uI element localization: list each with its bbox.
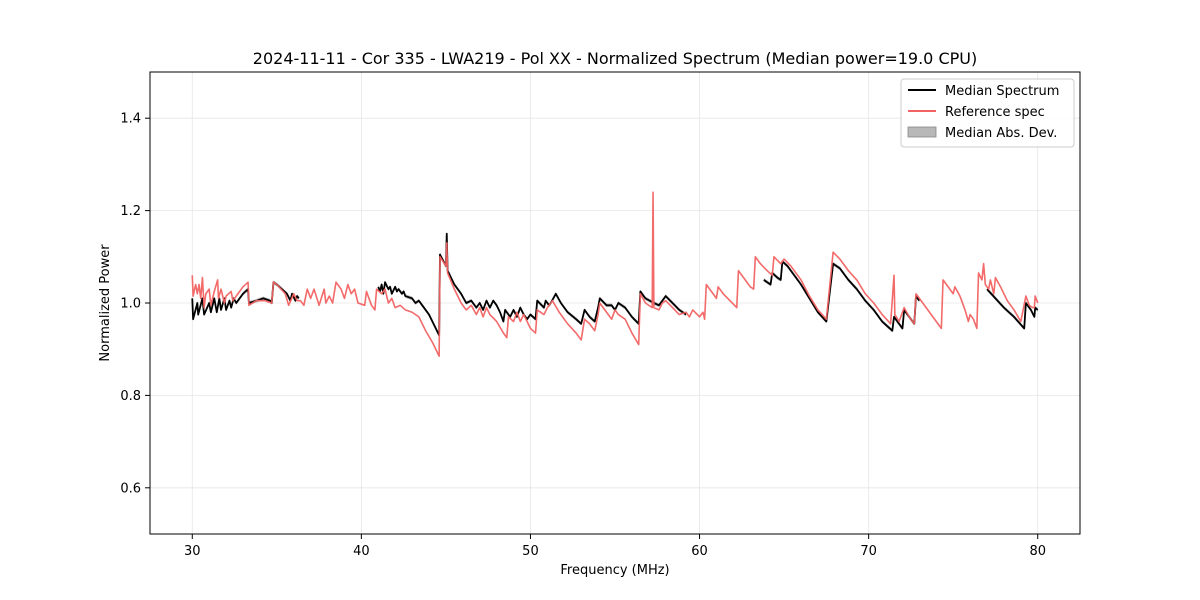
legend-mad-label: Median Abs. Dev. — [945, 126, 1057, 141]
x-tick-label: 60 — [691, 544, 708, 559]
x-tick-label: 40 — [353, 544, 370, 559]
median-spectrum-line — [986, 288, 1039, 330]
y-axis-ticks: 0.6 0.8 1.0 1.2 1.4 — [120, 112, 150, 496]
y-axis-label: Normalized Power — [98, 244, 113, 362]
median-spectrum-line — [377, 232, 687, 337]
legend-box — [900, 78, 1075, 148]
mad-band — [192, 231, 1038, 338]
x-axis-ticks: 30 40 50 60 70 80 — [184, 534, 1046, 559]
mad-band-segment — [192, 280, 299, 322]
reference-spectrum-line — [191, 191, 1039, 357]
x-tick-label: 30 — [184, 544, 201, 559]
x-tick-label: 80 — [1029, 544, 1046, 559]
series-lines — [191, 191, 1039, 357]
y-tick-label: 1.0 — [120, 297, 141, 312]
x-axis-label: Frequency (MHz) — [560, 563, 669, 578]
y-tick-label: 1.4 — [120, 112, 141, 127]
chart-title: 2024-11-11 - Cor 335 - LWA219 - Pol XX -… — [253, 49, 977, 68]
y-tick-label: 0.8 — [120, 389, 141, 404]
legend: Median Spectrum Reference spec Median Ab… — [900, 78, 1075, 148]
median-spectrum-line — [763, 260, 921, 332]
y-tick-label: 1.2 — [120, 204, 141, 219]
median-spectrum-line — [191, 281, 300, 321]
legend-reference-label: Reference spec — [945, 105, 1045, 120]
x-tick-label: 50 — [522, 544, 539, 559]
x-tick-label: 70 — [860, 544, 877, 559]
legend-median-label: Median Spectrum — [945, 84, 1059, 99]
y-tick-label: 0.6 — [120, 481, 141, 496]
legend-mad-swatch — [907, 126, 937, 138]
